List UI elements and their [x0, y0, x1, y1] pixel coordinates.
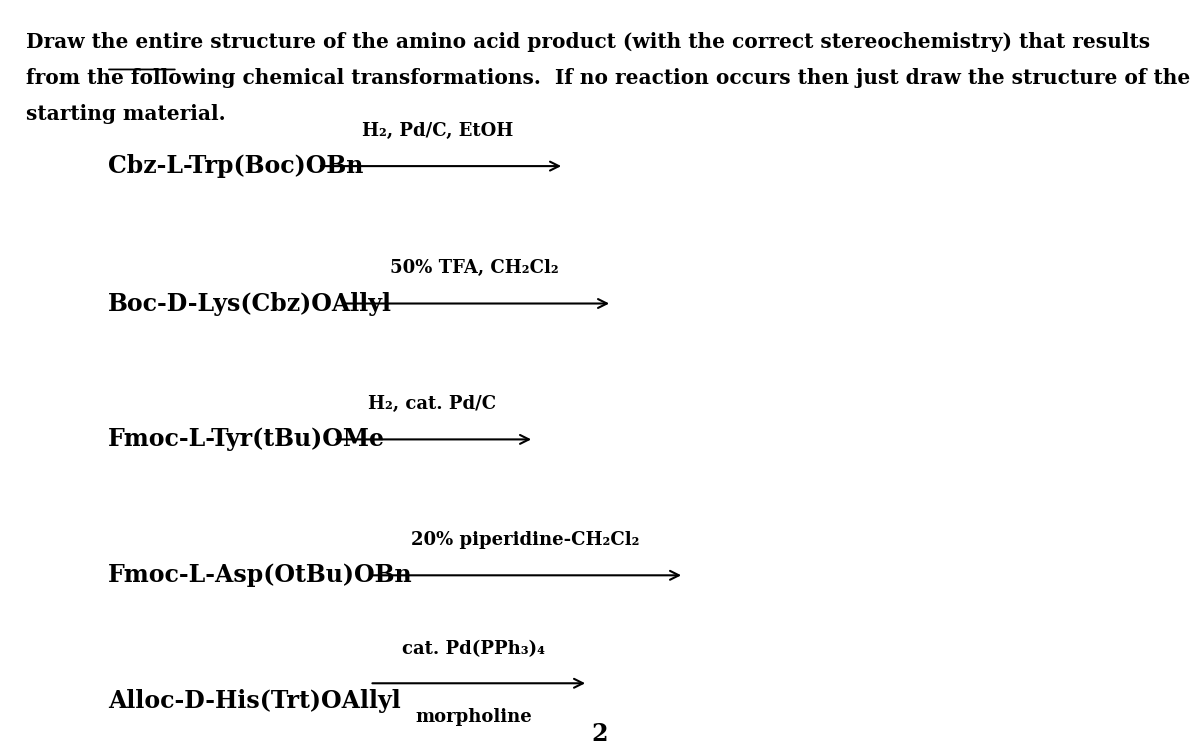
- Text: Boc-D-Lys(Cbz)OAllyl: Boc-D-Lys(Cbz)OAllyl: [108, 291, 392, 316]
- Text: 20% piperidine-CH₂Cl₂: 20% piperidine-CH₂Cl₂: [412, 531, 640, 549]
- Text: 50% TFA, CH₂Cl₂: 50% TFA, CH₂Cl₂: [390, 259, 558, 277]
- Text: from the following chemical transformations.  If no reaction occurs then just dr: from the following chemical transformati…: [26, 68, 1190, 88]
- Text: 2: 2: [592, 722, 608, 746]
- Text: Cbz-L-Trp(Boc)OBn: Cbz-L-Trp(Boc)OBn: [108, 154, 364, 178]
- Text: Alloc-D-His(Trt)OAllyl: Alloc-D-His(Trt)OAllyl: [108, 689, 401, 713]
- Text: starting material.: starting material.: [26, 104, 226, 124]
- Text: H₂, cat. Pd/C: H₂, cat. Pd/C: [368, 395, 496, 413]
- Text: morpholine: morpholine: [415, 708, 533, 726]
- Text: Fmoc-L-Asp(OtBu)OBn: Fmoc-L-Asp(OtBu)OBn: [108, 563, 413, 587]
- Text: Fmoc-L-Tyr(tBu)OMe: Fmoc-L-Tyr(tBu)OMe: [108, 427, 385, 451]
- Text: Draw the entire structure of the amino acid product (with the correct stereochem: Draw the entire structure of the amino a…: [26, 32, 1151, 51]
- Text: H₂, Pd/C, EtOH: H₂, Pd/C, EtOH: [362, 122, 514, 140]
- Text: cat. Pd(PPh₃)₄: cat. Pd(PPh₃)₄: [402, 640, 546, 658]
